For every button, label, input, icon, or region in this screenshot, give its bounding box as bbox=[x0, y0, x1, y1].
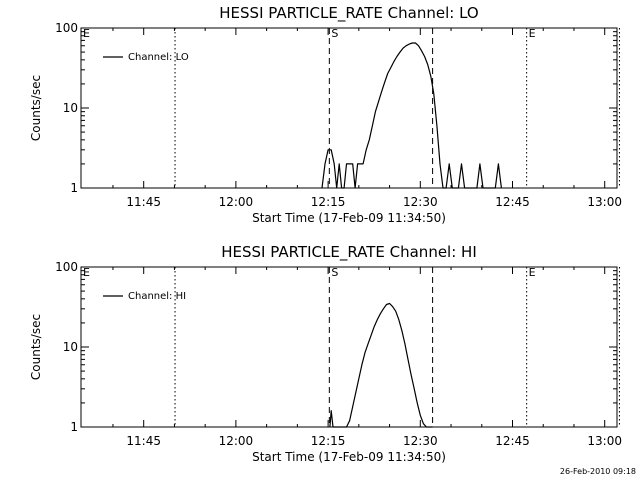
x-axis-label: Start Time (17-Feb-09 11:34:50) bbox=[252, 450, 446, 464]
x-tick-label: 12:00 bbox=[219, 434, 254, 448]
time-marker-label: E bbox=[529, 27, 536, 40]
legend-entry: Channel: LO bbox=[128, 52, 189, 63]
corner-label: E bbox=[83, 27, 90, 40]
x-tick-label: 13:00 bbox=[587, 195, 622, 209]
panel-lo: HESSI PARTICLE_RATE Channel: LO S E E 11:45 1… bbox=[29, 4, 622, 225]
y-tick-label: 100 bbox=[55, 260, 78, 274]
y-axis-label: Counts/sec bbox=[29, 75, 43, 141]
x-tick-label: 12:15 bbox=[311, 434, 346, 448]
y-tick-label: 1 bbox=[70, 181, 78, 195]
series-line bbox=[329, 302, 433, 428]
x-tick-label: 12:45 bbox=[495, 195, 530, 209]
time-marker-label: S bbox=[331, 266, 338, 279]
y-tick-label: 1 bbox=[70, 420, 78, 434]
timestamp-footer: 26-Feb-2010 09:18 bbox=[560, 467, 636, 476]
x-tick-label: 12:00 bbox=[219, 195, 254, 209]
x-tick-label: 11:45 bbox=[126, 434, 161, 448]
time-marker-label: E bbox=[529, 266, 536, 279]
chart-title: HESSI PARTICLE_RATE Channel: HI bbox=[221, 243, 477, 262]
y-axis-label: Counts/sec bbox=[29, 314, 43, 380]
x-axis-label: Start Time (17-Feb-09 11:34:50) bbox=[252, 211, 446, 225]
chart-title: HESSI PARTICLE_RATE Channel: LO bbox=[219, 4, 478, 23]
time-marker-label: S bbox=[331, 27, 338, 40]
x-tick-label: 12:15 bbox=[311, 195, 346, 209]
x-tick-label: 13:00 bbox=[587, 434, 622, 448]
y-tick-label: 10 bbox=[63, 101, 78, 115]
x-tick-label: 12:45 bbox=[495, 434, 530, 448]
x-tick-label: 12:30 bbox=[403, 434, 438, 448]
legend-entry: Channel: HI bbox=[128, 291, 186, 302]
panel-hi: HESSI PARTICLE_RATE Channel: HI S E E 11:45 1… bbox=[29, 243, 622, 464]
x-tick-label: 11:45 bbox=[126, 195, 161, 209]
y-tick-label: 10 bbox=[63, 340, 78, 354]
y-tick-label: 100 bbox=[55, 21, 78, 35]
x-tick-label: 12:30 bbox=[403, 195, 438, 209]
corner-label: E bbox=[83, 266, 90, 279]
series-line bbox=[321, 42, 502, 189]
